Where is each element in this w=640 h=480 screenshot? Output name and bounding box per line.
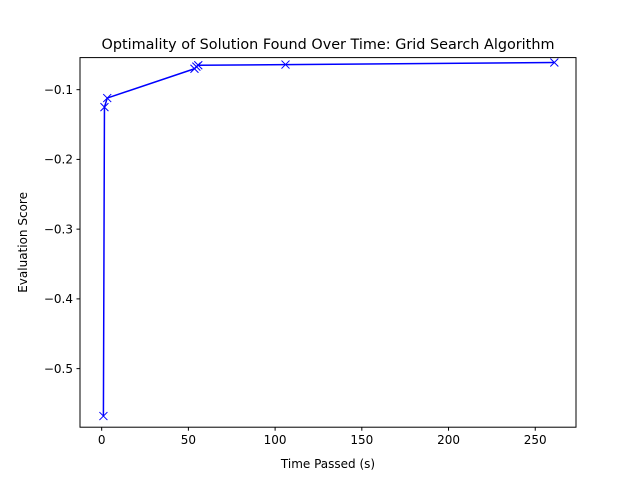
y-tick-label: −0.5 [44,362,73,376]
y-tick-label: −0.1 [44,83,73,97]
chart-title: Optimality of Solution Found Over Time: … [102,37,555,53]
x-tick-label: 50 [181,433,196,447]
y-tick-label: −0.2 [44,153,73,167]
x-tick-label: 0 [98,433,106,447]
plot-area [99,58,559,421]
x-tick-label: 200 [437,433,460,447]
y-tick-label: −0.4 [44,292,73,306]
x-tick-label: 250 [524,433,547,447]
y-tick-label: −0.3 [44,222,73,236]
tick-group: 0 50 100 150 200 250 −0.5 −0.4 −0.3 −0.2 −0.1 [44,83,547,447]
data-point-marker [102,93,112,103]
x-tick-label: 150 [350,433,373,447]
data-point-marker [99,411,108,421]
axes-frame [79,57,577,428]
data-point-marker [193,60,203,70]
y-axis-label: Evaluation Score [16,192,30,293]
data-point-marker [549,58,559,67]
data-point-marker [100,102,109,112]
x-tick-label: 100 [264,433,287,447]
data-point-marker [281,60,290,69]
x-axis-label: Time Passed (s) [280,457,375,471]
